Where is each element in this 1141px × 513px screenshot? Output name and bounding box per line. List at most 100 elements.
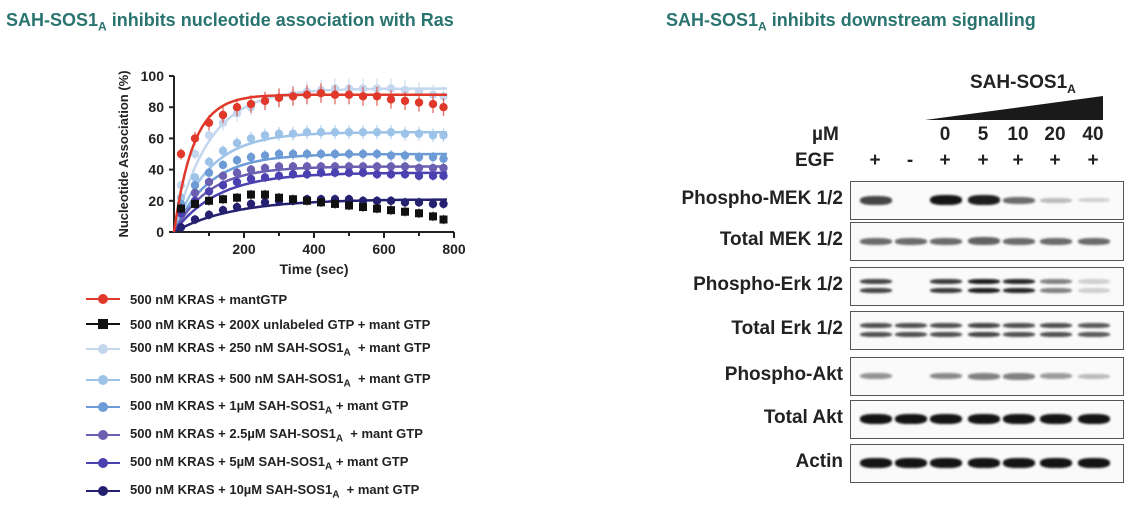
right-title-rest: inhibits downstream signalling xyxy=(766,10,1036,30)
data-point xyxy=(439,199,448,209)
blot-band xyxy=(895,323,927,328)
y-tick-label: 40 xyxy=(148,162,164,178)
data-point xyxy=(330,162,340,171)
legend-text: 500 nM KRAS + mantGTP xyxy=(130,292,287,307)
legend-name-rest: + mant GTP xyxy=(350,370,431,386)
y-tick-label: 80 xyxy=(148,99,164,115)
legend-swatch xyxy=(86,398,120,416)
legend-entry: 500 nM KRAS + mantGTP xyxy=(86,290,287,308)
blot-band xyxy=(895,237,927,245)
data-point xyxy=(358,168,368,177)
blot-band xyxy=(968,288,1000,293)
blot-band xyxy=(860,332,892,337)
data-point xyxy=(344,162,354,171)
egf-value: + xyxy=(1049,150,1061,171)
data-point xyxy=(345,201,353,210)
data-point xyxy=(302,162,312,171)
x-tick-label: 200 xyxy=(232,241,256,257)
data-point xyxy=(190,215,200,224)
blot-band xyxy=(895,414,927,424)
data-point xyxy=(190,181,200,190)
legend-swatch-marker xyxy=(98,375,108,385)
x-tick-label: 400 xyxy=(302,241,326,257)
x-tick-label: 800 xyxy=(442,241,466,257)
blot-band xyxy=(968,458,1000,468)
blot-band xyxy=(1003,237,1035,245)
data-point xyxy=(372,170,382,179)
legend-swatch xyxy=(86,371,120,389)
blot-band xyxy=(895,458,927,468)
data-point xyxy=(358,127,368,137)
legend-entry: 500 nM KRAS + 1µM SAH-SOS1A + mant GTP xyxy=(86,398,408,416)
y-axis-label: Nucleotide Association (%) xyxy=(116,70,131,237)
legend-text: 500 nM KRAS + 250 nM SAH-SOS1A + mant GT… xyxy=(130,340,431,359)
data-point xyxy=(288,92,298,101)
data-point xyxy=(274,129,284,138)
data-point xyxy=(428,152,438,162)
blot-band xyxy=(930,323,962,328)
data-point xyxy=(344,127,354,137)
blot-band xyxy=(968,372,1000,380)
legend-entry: 500 nM KRAS + 10µM SAH-SOS1A + mant GTP xyxy=(86,482,419,500)
data-point xyxy=(246,152,256,162)
data-point xyxy=(359,203,367,212)
data-point xyxy=(233,193,241,202)
blot-band xyxy=(1040,414,1072,424)
legend-swatch-marker xyxy=(98,430,108,440)
data-point xyxy=(190,134,200,143)
blot-band xyxy=(1078,198,1110,202)
blot-band xyxy=(930,458,962,468)
blot-band xyxy=(930,279,962,284)
data-point xyxy=(316,168,326,177)
data-point xyxy=(191,199,199,208)
um-value: 0 xyxy=(939,124,951,145)
data-point xyxy=(274,93,284,103)
data-point xyxy=(260,151,270,160)
blot-band xyxy=(1003,288,1035,293)
data-point xyxy=(414,198,424,207)
data-point xyxy=(260,163,270,173)
x-tick-label: 600 xyxy=(372,241,396,257)
blot-band xyxy=(860,195,892,205)
y-tick-label: 100 xyxy=(141,68,165,84)
data-point xyxy=(204,157,214,166)
data-point xyxy=(288,162,298,171)
legend-swatch-marker xyxy=(98,294,108,304)
y-tick-label: 20 xyxy=(148,193,164,209)
data-point xyxy=(316,162,326,171)
legend-swatch xyxy=(86,426,120,444)
data-point xyxy=(218,146,228,156)
blot-band xyxy=(860,323,892,328)
data-point xyxy=(344,195,354,204)
data-point xyxy=(428,131,438,140)
data-point xyxy=(232,168,242,177)
blot-band xyxy=(1040,197,1072,203)
data-point xyxy=(177,204,185,213)
y-tick-label: 0 xyxy=(156,224,164,240)
data-point xyxy=(414,98,424,107)
data-point xyxy=(218,110,228,120)
data-point xyxy=(330,149,340,159)
blot-label: Phospho-MEK 1/2 xyxy=(681,188,843,209)
legend-swatch xyxy=(86,290,120,308)
um-value: 20 xyxy=(1044,124,1066,145)
legend-name: 500 nM KRAS + 250 nM SAH-SOS1 xyxy=(130,339,344,355)
data-point xyxy=(414,152,424,162)
blot-label: Actin xyxy=(795,451,844,472)
blot-band xyxy=(1003,458,1035,468)
data-point xyxy=(204,168,214,177)
data-point xyxy=(302,90,312,99)
data-point xyxy=(219,195,227,204)
data-point xyxy=(330,90,340,99)
data-point xyxy=(386,170,396,179)
blot-band xyxy=(1003,414,1035,424)
data-point xyxy=(261,190,269,199)
um-label: µM xyxy=(812,124,839,145)
data-point xyxy=(439,171,448,181)
data-point xyxy=(415,209,423,218)
data-point xyxy=(439,154,448,163)
legend-swatch-marker xyxy=(98,402,108,412)
data-point xyxy=(400,129,410,138)
blot-band xyxy=(930,373,962,379)
blot-band xyxy=(1040,458,1072,468)
